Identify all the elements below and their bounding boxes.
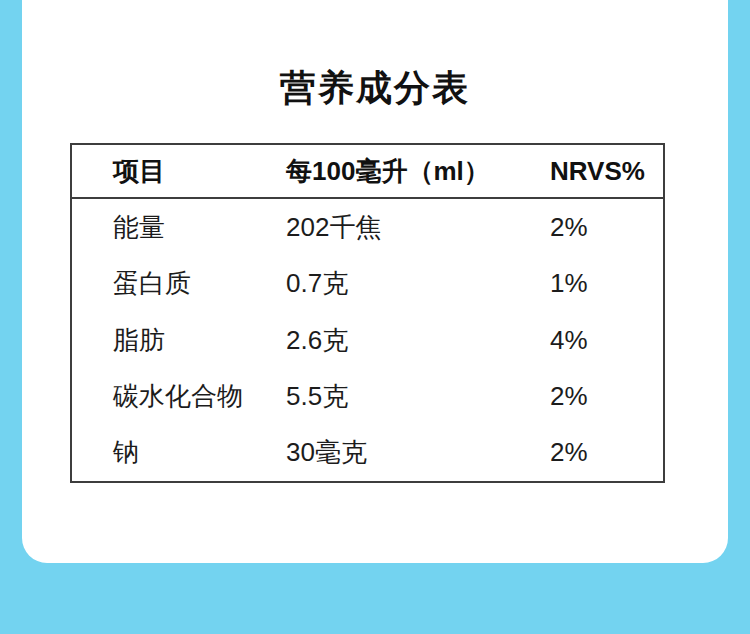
row-nrv-value: 2% bbox=[550, 381, 663, 412]
row-amount-value: 5.5克 bbox=[286, 379, 550, 414]
row-item-label: 钠 bbox=[113, 435, 286, 470]
page-background: 营养成分表 项目 每100毫升（ml） NRVS% 能量 202千焦 2% 蛋白… bbox=[0, 0, 750, 634]
header-nrv-percent: NRVS% bbox=[550, 156, 663, 187]
row-item-label: 能量 bbox=[113, 210, 286, 245]
row-amount-value: 2.6克 bbox=[286, 323, 550, 358]
row-amount-value: 0.7克 bbox=[286, 266, 550, 301]
row-item-label: 碳水化合物 bbox=[113, 379, 286, 414]
row-amount-value: 30毫克 bbox=[286, 435, 550, 470]
row-nrv-value: 2% bbox=[550, 437, 663, 468]
table-row-fat: 脂肪 2.6克 4% bbox=[72, 312, 663, 368]
header-per-100ml: 每100毫升（ml） bbox=[286, 154, 550, 189]
table-row-sodium: 钠 30毫克 2% bbox=[72, 425, 663, 481]
row-nrv-value: 4% bbox=[550, 325, 663, 356]
table-row-carbohydrate: 碳水化合物 5.5克 2% bbox=[72, 368, 663, 424]
product-info-card: 营养成分表 项目 每100毫升（ml） NRVS% 能量 202千焦 2% 蛋白… bbox=[22, 0, 728, 563]
header-item: 项目 bbox=[113, 154, 286, 189]
row-item-label: 脂肪 bbox=[113, 323, 286, 358]
row-nrv-value: 2% bbox=[550, 212, 663, 243]
row-item-label: 蛋白质 bbox=[113, 266, 286, 301]
table-row-protein: 蛋白质 0.7克 1% bbox=[72, 255, 663, 311]
row-nrv-value: 1% bbox=[550, 268, 663, 299]
row-amount-value: 202千焦 bbox=[286, 210, 550, 245]
table-header-row: 项目 每100毫升（ml） NRVS% bbox=[72, 145, 663, 199]
nutrition-table: 项目 每100毫升（ml） NRVS% 能量 202千焦 2% 蛋白质 0.7克… bbox=[70, 143, 665, 483]
nutrition-table-title: 营养成分表 bbox=[22, 68, 728, 108]
table-row-energy: 能量 202千焦 2% bbox=[72, 199, 663, 255]
